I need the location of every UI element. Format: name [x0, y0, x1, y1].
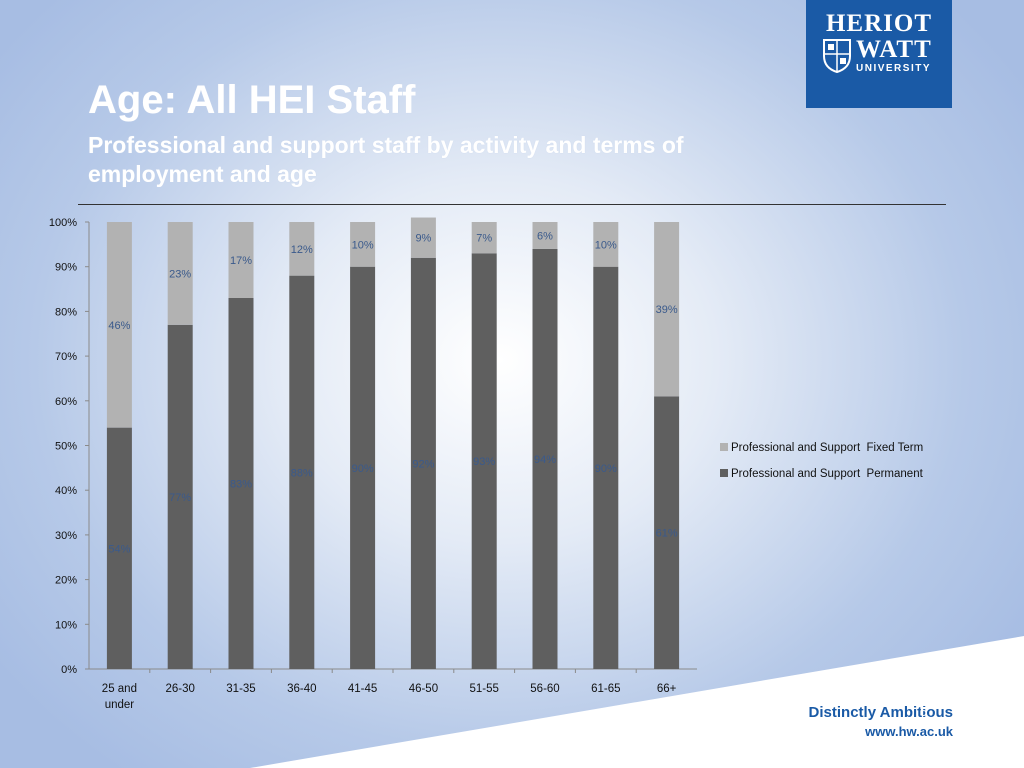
data-label-fixed-term: 6%: [537, 230, 553, 242]
data-label-permanent: 94%: [534, 454, 556, 466]
bar-permanent: [471, 253, 497, 670]
data-label-fixed-term: 39%: [656, 304, 678, 316]
footer-website[interactable]: www.hw.ac.uk: [865, 724, 953, 739]
data-label-fixed-term: 9%: [415, 233, 431, 245]
y-tick-label: 20%: [55, 575, 77, 587]
x-tick-label: 25 and: [102, 683, 137, 695]
data-label-permanent: 83%: [230, 478, 252, 490]
bar-fixed-term: [106, 222, 132, 428]
x-tick-label: 56-60: [530, 683, 559, 695]
x-tick-label: 46-50: [409, 683, 438, 695]
page-number: 5: [920, 704, 928, 719]
y-tick-label: 60%: [55, 396, 77, 408]
y-tick-label: 90%: [55, 262, 77, 274]
y-tick-label: 80%: [55, 306, 77, 318]
data-label-fixed-term: 17%: [230, 255, 252, 267]
bar-fixed-term: [350, 222, 376, 267]
bar-fixed-term: [471, 222, 497, 254]
y-tick-label: 30%: [55, 530, 77, 542]
logo-line-1: HERIOT: [825, 10, 933, 37]
legend-label: Professional and Support Fixed Term: [731, 442, 923, 454]
logo-line-3: UNIVERSITY: [856, 63, 932, 74]
logo-line-2: WATT: [856, 36, 932, 63]
bar-fixed-term: [410, 217, 436, 258]
y-tick-label: 50%: [55, 441, 77, 453]
data-label-fixed-term: 10%: [595, 239, 617, 251]
x-tick-label: 36-40: [287, 683, 316, 695]
page-title: Age: All HEI Staff: [88, 78, 416, 122]
x-tick-label: under: [105, 699, 135, 711]
x-tick-label: 26-30: [165, 683, 194, 695]
bar-permanent: [167, 324, 193, 669]
footer-tagline: Distinctly Ambitious: [808, 704, 953, 721]
data-label-permanent: 93%: [473, 456, 495, 468]
data-label-permanent: 88%: [291, 467, 313, 479]
bar-permanent: [228, 297, 254, 669]
data-label-fixed-term: 10%: [352, 239, 374, 251]
bar-permanent: [532, 248, 558, 669]
data-label-permanent: 92%: [412, 458, 434, 470]
bar-permanent: [289, 275, 315, 669]
y-tick-label: 0%: [61, 664, 77, 676]
bar-permanent: [593, 266, 619, 669]
data-label-permanent: 90%: [595, 463, 617, 475]
bar-fixed-term: [289, 222, 315, 276]
legend-swatch: [720, 469, 728, 477]
bar-fixed-term: [654, 222, 680, 397]
bar-permanent: [350, 266, 376, 669]
legend-label: Professional and Support Permanent: [731, 468, 924, 480]
data-label-permanent: 77%: [169, 492, 191, 504]
legend-swatch: [720, 443, 728, 451]
y-tick-label: 40%: [55, 485, 77, 497]
page-subtitle: Professional and support staff by activi…: [88, 132, 684, 187]
bar-fixed-term: [593, 222, 619, 267]
data-label-fixed-term: 46%: [108, 320, 130, 332]
bar-permanent: [654, 396, 680, 669]
bar-permanent: [410, 257, 436, 669]
crest-icon: [823, 39, 851, 74]
university-logo: HERIOT WATT UNIVERSITY: [806, 0, 952, 108]
y-tick-label: 70%: [55, 351, 77, 363]
bar-fixed-term: [532, 222, 558, 249]
x-tick-label: 51-55: [469, 683, 498, 695]
bar-fixed-term: [228, 222, 254, 298]
data-label-fixed-term: 23%: [169, 268, 191, 280]
y-tick-label: 100%: [49, 217, 77, 229]
bar-fixed-term: [167, 222, 193, 325]
data-label-permanent: 90%: [352, 463, 374, 475]
data-label-permanent: 54%: [108, 543, 130, 555]
x-tick-label: 41-45: [348, 683, 377, 695]
data-label-fixed-term: 12%: [291, 244, 313, 256]
data-label-permanent: 61%: [656, 528, 678, 540]
bar-permanent: [106, 427, 132, 669]
y-tick-label: 10%: [55, 619, 77, 631]
data-label-fixed-term: 7%: [476, 233, 492, 245]
x-tick-label: 31-35: [226, 683, 255, 695]
x-tick-label: 66+: [657, 683, 677, 695]
title-divider: [78, 204, 946, 205]
x-tick-label: 61-65: [591, 683, 620, 695]
